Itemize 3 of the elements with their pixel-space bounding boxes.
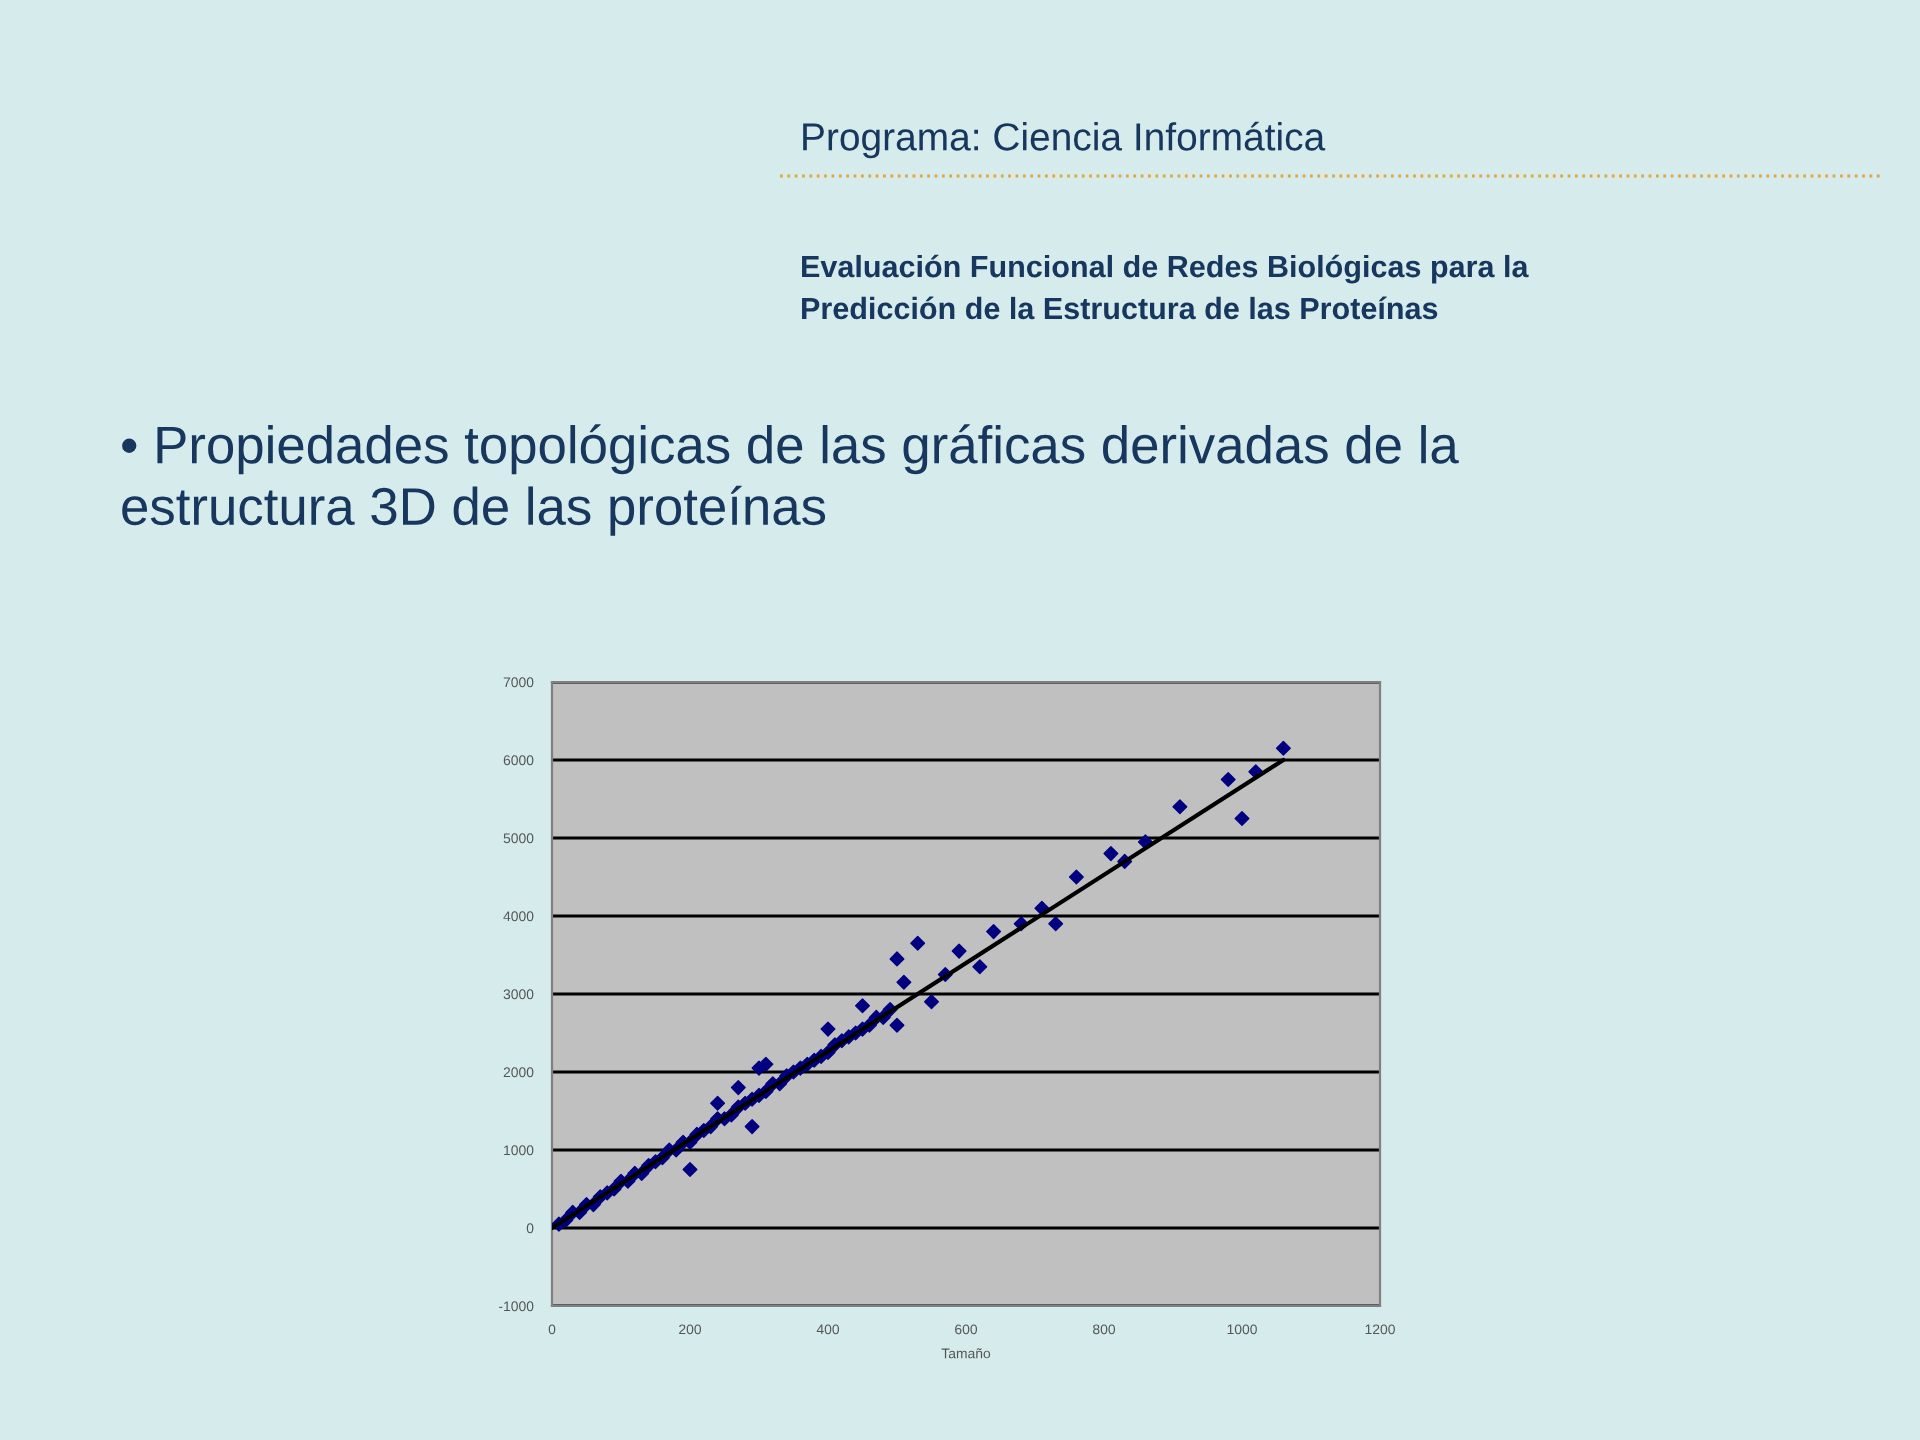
chart-subtitle: Evaluación Funcional de Redes Biológicas para la Predicción de la Estructura de las Proteínas bbox=[802, 254, 1529, 320]
text: • Propiedades topológicas de las gráficas derivadas de la estructura 3D de las proteínas bbox=[122, 424, 1459, 536]
chart-title: Programa: Ciencia Informática bbox=[803, 121, 1326, 159]
